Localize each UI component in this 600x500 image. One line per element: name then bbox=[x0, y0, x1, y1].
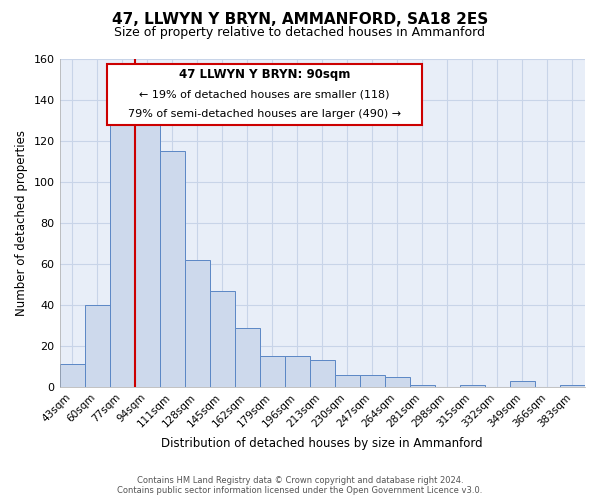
Text: 47, LLWYN Y BRYN, AMMANFORD, SA18 2ES: 47, LLWYN Y BRYN, AMMANFORD, SA18 2ES bbox=[112, 12, 488, 28]
Text: Contains HM Land Registry data © Crown copyright and database right 2024.
Contai: Contains HM Land Registry data © Crown c… bbox=[118, 476, 482, 495]
Text: Size of property relative to detached houses in Ammanford: Size of property relative to detached ho… bbox=[115, 26, 485, 39]
Bar bbox=[110, 124, 134, 387]
Y-axis label: Number of detached properties: Number of detached properties bbox=[15, 130, 28, 316]
Bar bbox=[134, 124, 160, 387]
Bar bbox=[59, 364, 85, 387]
FancyBboxPatch shape bbox=[107, 64, 422, 124]
Bar bbox=[209, 290, 235, 387]
Bar bbox=[310, 360, 335, 387]
Text: 79% of semi-detached houses are larger (490) →: 79% of semi-detached houses are larger (… bbox=[128, 108, 401, 118]
Bar bbox=[235, 328, 260, 387]
Bar bbox=[460, 385, 485, 387]
Bar bbox=[185, 260, 209, 387]
Bar bbox=[510, 381, 535, 387]
Bar bbox=[285, 356, 310, 387]
X-axis label: Distribution of detached houses by size in Ammanford: Distribution of detached houses by size … bbox=[161, 437, 483, 450]
Text: 47 LLWYN Y BRYN: 90sqm: 47 LLWYN Y BRYN: 90sqm bbox=[179, 68, 350, 82]
Bar bbox=[410, 385, 435, 387]
Bar bbox=[260, 356, 285, 387]
Bar bbox=[385, 376, 410, 387]
Text: ← 19% of detached houses are smaller (118): ← 19% of detached houses are smaller (11… bbox=[139, 90, 390, 100]
Bar bbox=[335, 374, 360, 387]
Bar bbox=[360, 374, 385, 387]
Bar bbox=[85, 305, 110, 387]
Bar bbox=[560, 385, 585, 387]
Bar bbox=[160, 151, 185, 387]
